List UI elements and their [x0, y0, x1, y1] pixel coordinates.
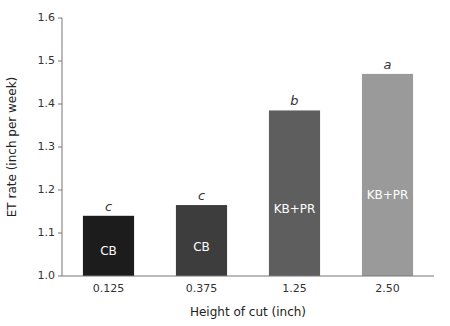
x-axis: 0.125 0.375 1.25 2.50: [93, 282, 400, 295]
x-axis-label: Height of cut (inch): [190, 305, 306, 319]
y-tick-label: 1.2: [38, 183, 56, 196]
x-tick-label: 1.25: [282, 282, 307, 295]
bar: [362, 74, 413, 276]
y-tick-label: 1.4: [38, 97, 56, 110]
y-tick-label: 1.0: [38, 269, 56, 282]
y-tick: [58, 18, 62, 19]
x-tick-label: 0.125: [93, 282, 125, 295]
bar-label: CB: [100, 244, 117, 258]
y-axis: 1.0 1.1 1.2 1.3 1.4 1.5 1.6: [38, 11, 63, 282]
sig-letter: c: [105, 199, 112, 214]
bars: [83, 74, 413, 276]
y-tick: [58, 190, 62, 191]
y-tick-label: 1.1: [38, 226, 56, 239]
sig-letter: b: [290, 93, 298, 108]
y-tick: [58, 147, 62, 148]
bar-label: KB+PR: [367, 188, 409, 202]
y-tick: [58, 233, 62, 234]
chart: 1.0 1.1 1.2 1.3 1.4 1.5 1.6 CB c CB c KB+PR b KB+PR a 0…: [0, 0, 450, 326]
x-tick-label: 0.375: [186, 282, 218, 295]
y-tick-label: 1.3: [38, 140, 56, 153]
y-tick: [58, 61, 62, 62]
annotations: CB c CB c KB+PR b KB+PR a: [100, 57, 408, 259]
y-tick: [58, 276, 62, 277]
bar: [83, 216, 134, 276]
sig-letter: a: [384, 57, 392, 72]
y-tick-label: 1.6: [38, 11, 56, 24]
y-tick: [58, 104, 62, 105]
x-axis-line: [62, 276, 434, 277]
x-tick-label: 2.50: [375, 282, 400, 295]
sig-letter: c: [198, 188, 205, 203]
bar: [176, 205, 227, 276]
bar-label: KB+PR: [274, 202, 316, 216]
bar-label: CB: [193, 240, 210, 254]
y-axis-label: ET rate (inch per week): [5, 77, 19, 218]
bar: [269, 110, 320, 276]
y-axis-line: [62, 18, 63, 276]
y-tick-label: 1.5: [38, 54, 56, 67]
